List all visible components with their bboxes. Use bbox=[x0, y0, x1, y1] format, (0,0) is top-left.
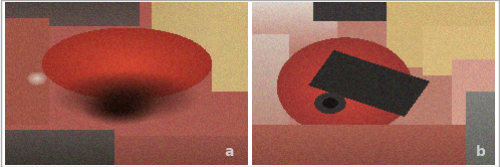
Text: a: a bbox=[224, 145, 234, 159]
Text: b: b bbox=[476, 145, 486, 159]
